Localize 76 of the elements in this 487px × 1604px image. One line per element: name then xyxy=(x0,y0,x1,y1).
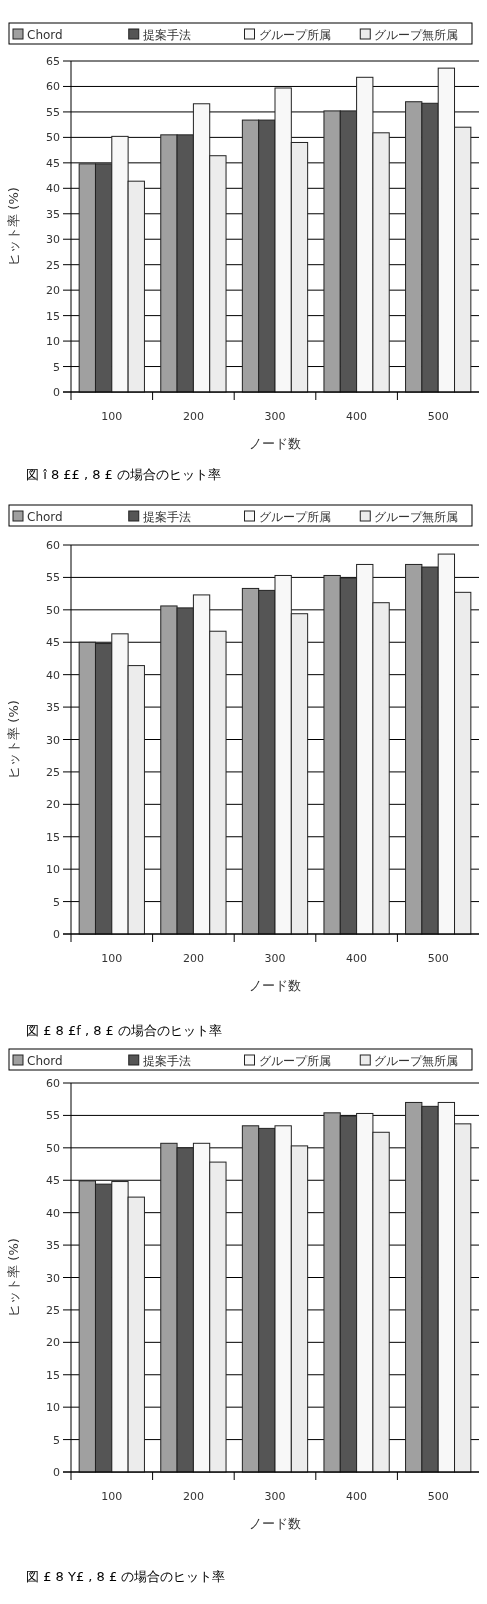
x-tick-label: 100 xyxy=(101,952,123,965)
y-tick-label: 30 xyxy=(46,733,60,747)
legend-label: グループ無所属 xyxy=(374,1054,459,1068)
x-tick-label: 300 xyxy=(264,952,286,965)
x-tick-label: 200 xyxy=(182,952,204,965)
y-tick-label: 10 xyxy=(46,1401,60,1415)
y-axis-title: ヒット率 (%) xyxy=(6,700,21,779)
legend-label: グループ所属 xyxy=(258,510,331,524)
legend-label: Chord xyxy=(27,28,63,42)
y-tick-label: 60 xyxy=(46,539,60,552)
x-tick-label: 200 xyxy=(182,410,204,423)
legend-label: 提案手法 xyxy=(142,1054,191,1068)
y-tick-label: 20 xyxy=(46,798,60,812)
y-tick-label: 45 xyxy=(46,1174,60,1188)
y-tick-label: 55 xyxy=(46,105,60,119)
y-tick-label: 15 xyxy=(46,830,60,844)
x-tick-label: 300 xyxy=(264,1490,286,1503)
y-tick-label: 0 xyxy=(53,386,60,399)
x-tick-label: 300 xyxy=(264,410,286,423)
legend-label: Chord xyxy=(27,510,63,524)
x-tick-label: 100 xyxy=(101,410,123,423)
y-tick-label: 25 xyxy=(46,1303,60,1317)
y-tick-label: 40 xyxy=(46,1206,60,1220)
y-tick-label: 5 xyxy=(53,895,60,909)
legend-label: グループ所属 xyxy=(258,1054,331,1068)
y-tick-label: 55 xyxy=(46,571,60,585)
y-axis-title: ヒット率 (%) xyxy=(6,1238,21,1317)
text: 図 î 8 ££ , 8 £ の場合のヒット率 xyxy=(26,467,222,482)
y-tick-label: 60 xyxy=(46,80,60,94)
x-tick-label: 500 xyxy=(427,952,449,965)
y-tick-label: 35 xyxy=(46,1239,60,1253)
y-tick-label: 55 xyxy=(46,1109,60,1123)
x-axis-title: ノード数 xyxy=(249,1516,301,1531)
y-tick-label: 35 xyxy=(46,207,60,221)
legend-label: Chord xyxy=(27,1054,63,1068)
y-tick-label: 25 xyxy=(46,765,60,779)
legend-label: グループ無所属 xyxy=(374,510,459,524)
y-tick-label: 30 xyxy=(46,1271,60,1285)
y-tick-label: 20 xyxy=(46,1336,60,1350)
y-tick-label: 45 xyxy=(46,636,60,650)
x-tick-label: 100 xyxy=(101,1490,123,1503)
y-tick-label: 35 xyxy=(46,701,60,715)
y-tick-label: 25 xyxy=(46,258,60,272)
y-tick-label: 40 xyxy=(46,668,60,682)
x-axis-title: ノード数 xyxy=(249,436,301,451)
text: 図 £ 8 Y£ , 8 £ の場合のヒット率 xyxy=(26,1569,226,1584)
x-axis-title: ノード数 xyxy=(249,978,301,993)
legend-label: グループ所属 xyxy=(258,28,331,42)
y-tick-label: 45 xyxy=(46,156,60,170)
x-tick-label: 400 xyxy=(346,1490,368,1503)
y-tick-label: 15 xyxy=(46,1368,60,1382)
y-tick-label: 65 xyxy=(46,55,60,68)
y-tick-label: 30 xyxy=(46,233,60,247)
y-tick-label: 50 xyxy=(46,131,60,145)
y-tick-label: 0 xyxy=(53,928,60,941)
y-tick-label: 15 xyxy=(46,309,60,323)
text: 図 £ 8 £f , 8 £ の場合のヒット率 xyxy=(26,1023,222,1038)
y-tick-label: 0 xyxy=(53,1466,60,1479)
y-tick-label: 60 xyxy=(46,1077,60,1090)
y-tick-label: 50 xyxy=(46,1141,60,1155)
x-tick-label: 500 xyxy=(427,1490,449,1503)
x-tick-label: 400 xyxy=(346,952,368,965)
y-tick-label: 10 xyxy=(46,863,60,877)
y-axis-title: ヒット率 (%) xyxy=(6,187,21,266)
y-tick-label: 40 xyxy=(46,182,60,196)
x-tick-label: 200 xyxy=(182,1490,204,1503)
y-tick-label: 10 xyxy=(46,335,60,349)
legend-label: グループ無所属 xyxy=(374,28,459,42)
legend-label: 提案手法 xyxy=(142,510,191,524)
y-tick-label: 5 xyxy=(53,1433,60,1447)
x-tick-label: 500 xyxy=(427,410,449,423)
legend-label: 提案手法 xyxy=(142,28,191,42)
x-tick-label: 400 xyxy=(346,410,368,423)
y-tick-label: 5 xyxy=(53,360,60,374)
y-tick-label: 50 xyxy=(46,603,60,617)
y-tick-label: 20 xyxy=(46,284,60,298)
